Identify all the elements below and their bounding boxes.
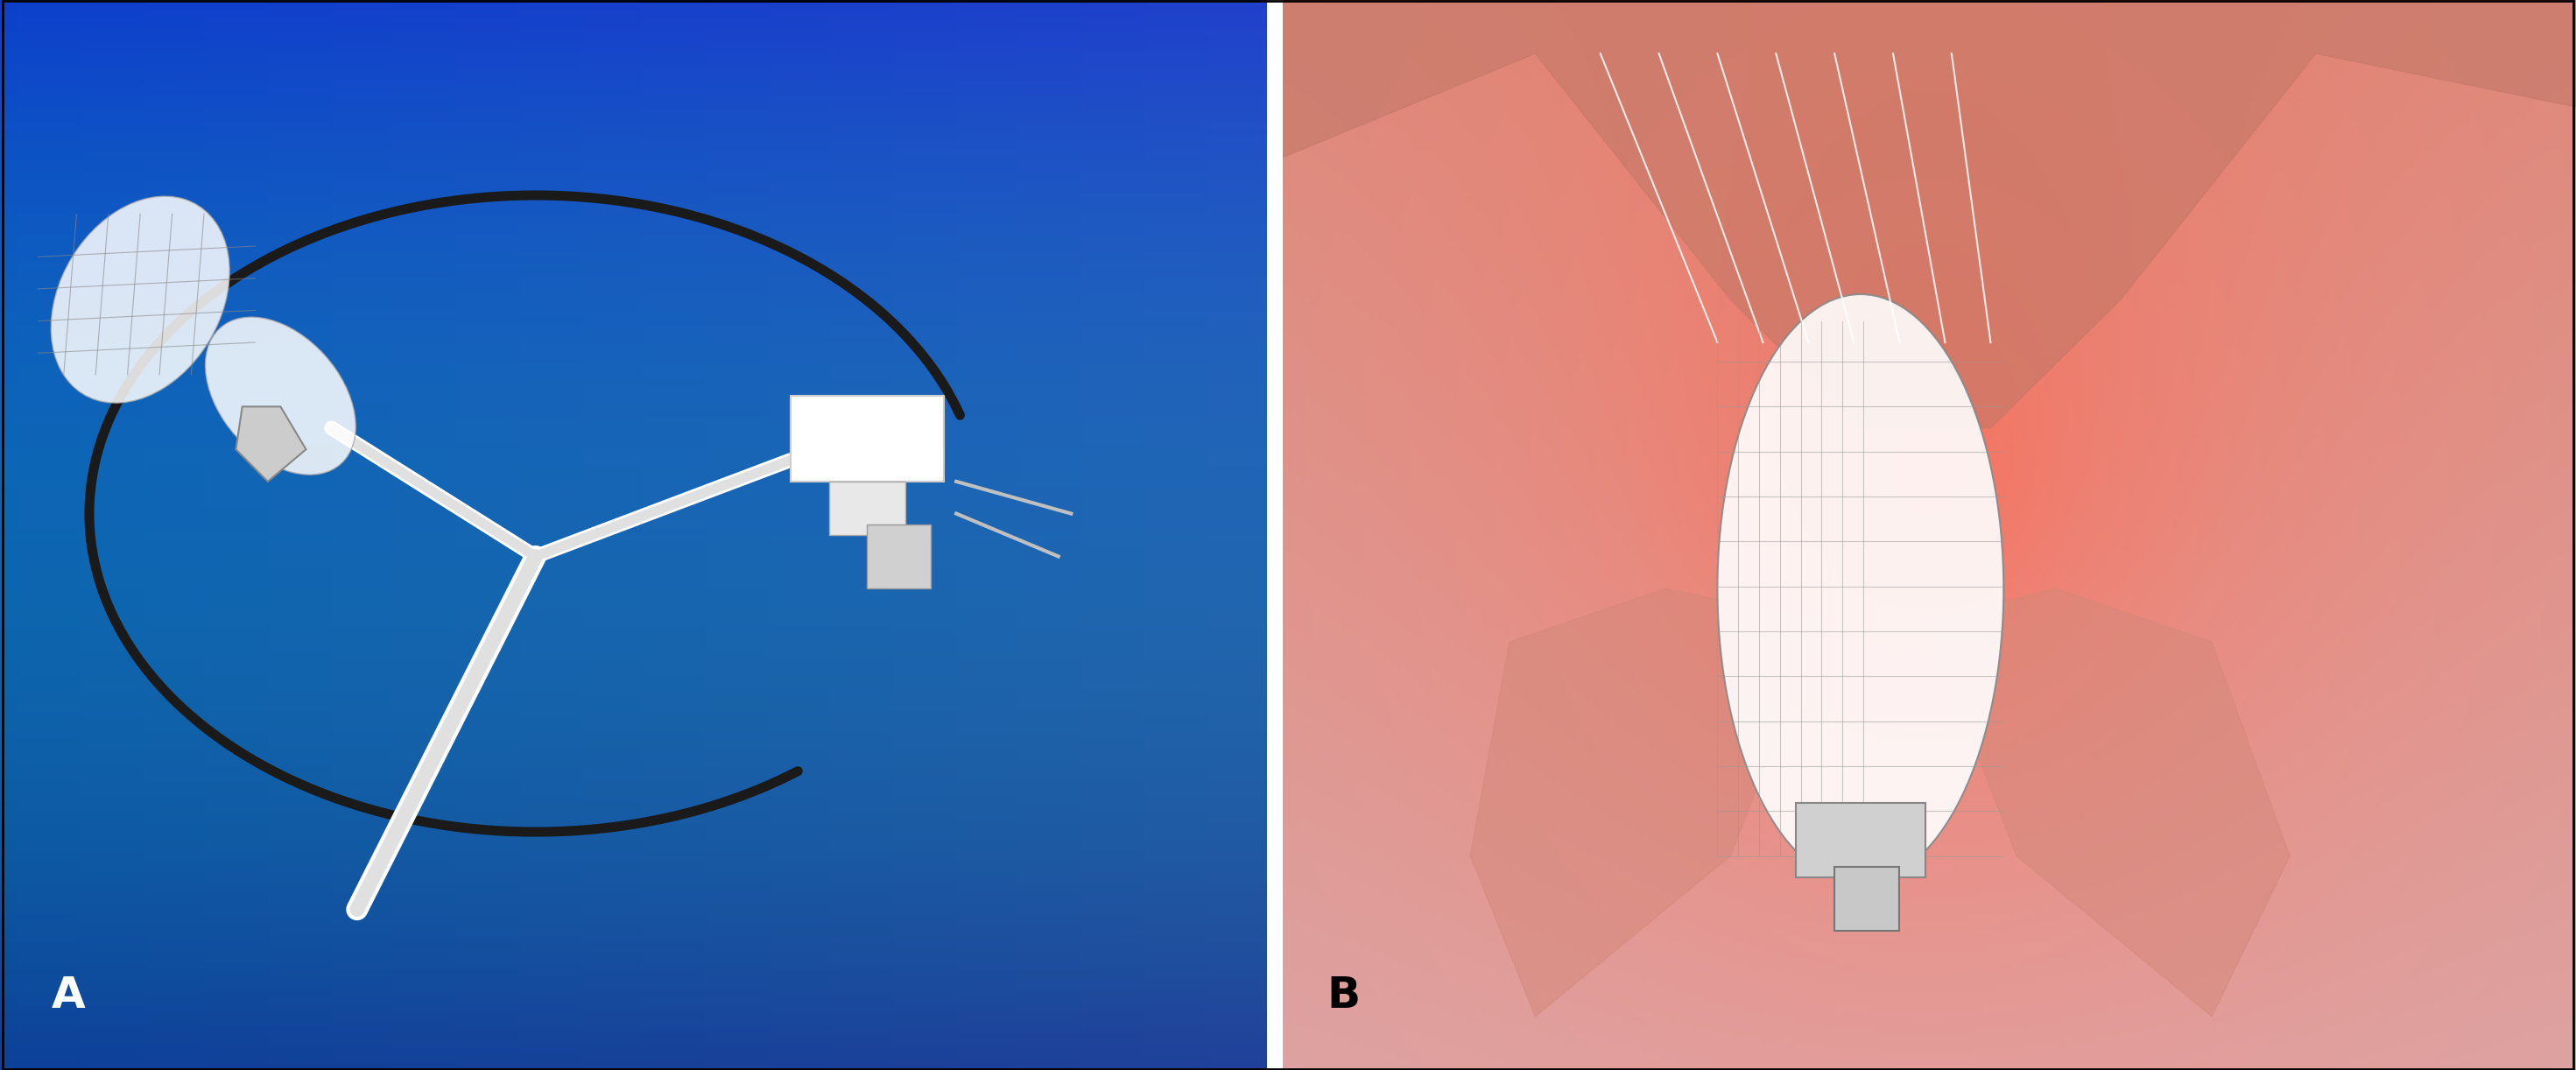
Bar — [829, 481, 904, 535]
Bar — [868, 524, 930, 588]
Polygon shape — [1471, 588, 1821, 1016]
Polygon shape — [237, 407, 307, 481]
Bar — [791, 396, 943, 481]
Text: A: A — [52, 975, 85, 1016]
Polygon shape — [1924, 588, 2290, 1016]
Polygon shape — [1275, 0, 2576, 428]
Bar — [1834, 867, 1899, 931]
Text: B: B — [1327, 975, 1360, 1016]
Ellipse shape — [1718, 294, 2004, 883]
Ellipse shape — [206, 317, 355, 475]
Ellipse shape — [52, 196, 229, 403]
Bar — [1795, 802, 1924, 877]
